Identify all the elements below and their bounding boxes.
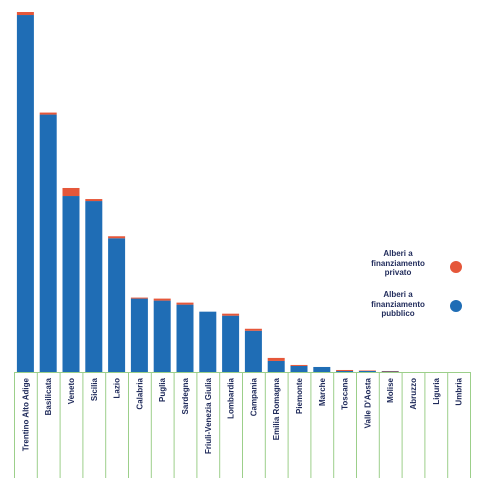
bar-privato [39, 112, 57, 115]
bar-privato [108, 236, 126, 239]
x-tick-label: Marche [318, 377, 327, 406]
bar-pubblico [176, 304, 194, 372]
bar-privato [267, 357, 285, 361]
bar-privato [176, 302, 194, 305]
legend-label-pubblico: Alberi a finanziamento pubblico [371, 290, 425, 318]
bar-pubblico [222, 315, 240, 372]
bar-pubblico [381, 371, 399, 372]
legend-swatch-pubblico [450, 300, 462, 312]
bar-pubblico [153, 300, 171, 372]
x-tick-label: Abruzzo [409, 378, 418, 410]
bar-privato [153, 298, 171, 301]
x-tick-label: Trentino Alto Adige [21, 377, 30, 451]
x-tick-label: Umbria [455, 377, 464, 405]
bar-pubblico [336, 370, 354, 372]
x-tick-label: Campania [249, 377, 258, 416]
x-tick-label: Lombardia [227, 377, 236, 418]
x-tick-label: Calabria [135, 377, 144, 409]
bar-pubblico [16, 15, 34, 373]
bar-pubblico [267, 360, 285, 372]
legend-item-privato: Alberi a finanziamento privato [360, 249, 470, 281]
bar-pubblico [62, 196, 80, 372]
bar-privato [336, 369, 354, 371]
x-tick-label: Sardegna [181, 377, 190, 414]
bar-pubblico [85, 201, 103, 372]
bar-privato [290, 364, 308, 366]
legend-item-pubblico: Alberi a finanziamento pubblico [360, 290, 470, 322]
bar-pubblico [358, 370, 376, 372]
bar-privato [244, 328, 262, 331]
x-tick-label: Emilia Romagna [272, 377, 281, 440]
x-tick-label: Molise [386, 377, 395, 402]
x-tick-label: Toscana [341, 377, 350, 409]
x-tick-label: Lazio [113, 378, 122, 399]
x-tick-label: Liguria [432, 377, 441, 404]
x-tick-label: Piemonte [295, 377, 304, 414]
bar-privato [62, 187, 80, 197]
x-tick-label: Friuli-Venezia Giulia [204, 377, 213, 454]
category-dividers [14, 372, 471, 478]
bar-pubblico [130, 298, 148, 372]
legend-label-privato: Alberi a finanziamento privato [371, 249, 425, 277]
bars-layer [16, 12, 399, 373]
bar-pubblico [108, 238, 126, 372]
x-tick-label: Valle D'Aosta [363, 377, 372, 428]
x-tick-label: Basilicata [44, 377, 53, 415]
bar-privato [85, 199, 103, 202]
x-tick-label: Veneto [67, 378, 76, 404]
x-tick-label: Puglia [158, 377, 167, 402]
x-tick-labels: Trentino Alto Adige Basilicata Veneto Sicil… [21, 377, 463, 454]
bar-privato [130, 297, 148, 299]
bar-pubblico [39, 114, 57, 373]
bar-pubblico [290, 365, 308, 372]
bar-pubblico [199, 311, 217, 372]
bar-privato [358, 370, 376, 371]
bar-privato [222, 313, 240, 316]
legend-swatch-privato [450, 261, 462, 273]
bar-privato [16, 12, 34, 16]
bar-pubblico [244, 330, 262, 372]
x-tick-label: Sicilia [90, 377, 99, 401]
bar-pubblico [313, 366, 331, 372]
bar-privato [381, 370, 399, 372]
